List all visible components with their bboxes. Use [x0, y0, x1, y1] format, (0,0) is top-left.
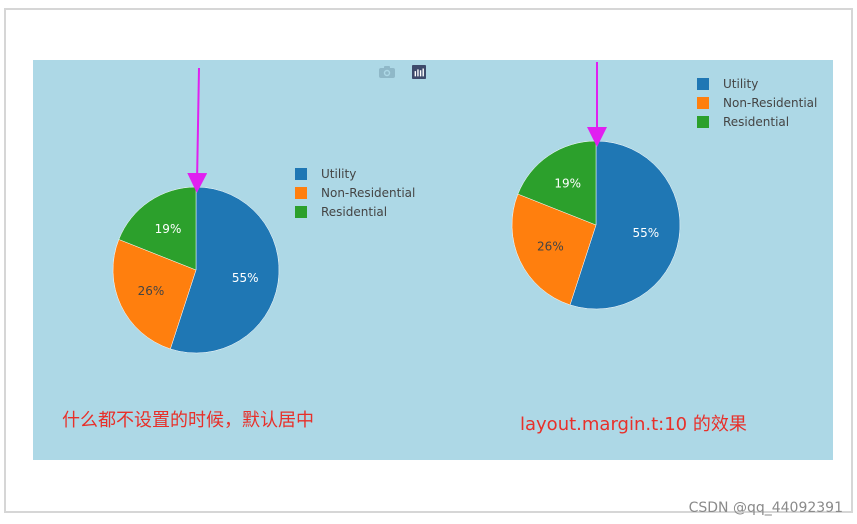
pie-slice-utility[interactable]	[170, 186, 280, 354]
legend-label-non-residential[interactable]: Non-Residential	[321, 186, 415, 200]
modebar	[378, 65, 428, 79]
caption-left: 什么都不设置的时候，默认居中	[62, 410, 314, 431]
slice-label-non-residential: 26%	[138, 284, 165, 298]
slice-label-utility: 55%	[232, 271, 259, 285]
legend-left: Utility Non-Residential Residential	[295, 167, 415, 219]
pie-slice-non-residential[interactable]	[112, 239, 197, 350]
plotly-logo-icon[interactable]	[410, 65, 428, 79]
legend-label-residential[interactable]: Residential	[723, 115, 789, 129]
slice-label-residential: 19%	[554, 176, 581, 190]
legend-swatch-residential[interactable]	[295, 206, 307, 218]
legend-swatch-non-residential[interactable]	[295, 187, 307, 199]
legend-swatch-utility[interactable]	[697, 78, 709, 90]
caption-right: layout.margin.t:10 的效果	[520, 414, 747, 435]
legend-swatch-utility[interactable]	[295, 168, 307, 180]
slice-label-non-residential: 26%	[537, 239, 564, 253]
pie-slice-utility[interactable]	[569, 140, 681, 310]
camera-icon[interactable]	[378, 65, 396, 79]
annotation-arrow-left	[187, 67, 208, 193]
slice-label-residential: 19%	[155, 222, 182, 236]
slice-label-utility: 55%	[632, 226, 659, 240]
legend-label-utility[interactable]: Utility	[321, 167, 356, 181]
legend-swatch-non-residential[interactable]	[697, 97, 709, 109]
legend-right: Utility Non-Residential Residential	[697, 77, 817, 129]
legend-label-non-residential[interactable]: Non-Residential	[723, 96, 817, 110]
legend-swatch-residential[interactable]	[697, 116, 709, 128]
pie-chart-left: 55% 26% 19%	[112, 186, 280, 354]
pie-slice-non-residential[interactable]	[511, 193, 597, 306]
watermark: CSDN @qq_44092391	[688, 500, 843, 516]
legend-label-utility[interactable]: Utility	[723, 77, 758, 91]
legend-label-residential[interactable]: Residential	[321, 205, 387, 219]
pie-chart-right: 55% 26% 19%	[511, 140, 681, 310]
